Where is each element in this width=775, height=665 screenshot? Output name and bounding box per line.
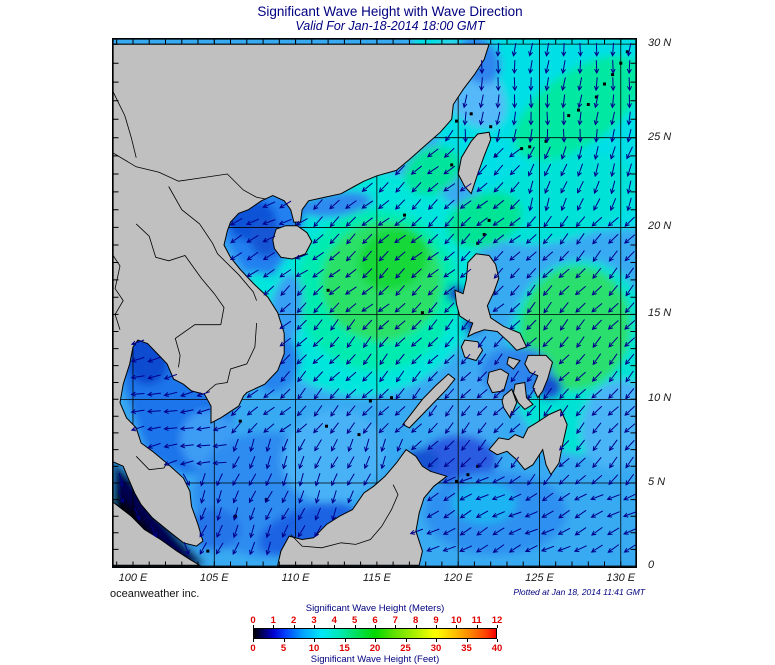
lat-label: 20 N [648,220,672,233]
lat-label: 15 N [648,307,672,320]
legend-feet-value: 5 [280,643,287,654]
lat-label: 30 N [648,37,672,50]
legend-meter-value: 11 [471,615,482,626]
legend-title-feet: Significant Wave Height (Feet) [310,654,440,665]
legend-feet-value: 10 [308,643,320,654]
legend-meter-value: 0 [250,615,256,626]
lat-label: 5 N [648,475,666,488]
lon-label: 110 E [281,572,310,584]
legend-feet-value: 35 [461,643,472,654]
legend-meter-value: 3 [311,615,317,626]
legend-feet-value: 30 [430,643,442,654]
legend-meter-value: 12 [491,615,503,626]
lat-label: 0 [648,559,655,571]
legend-meter-value: 6 [372,615,378,626]
legend-meter-value: 1 [270,615,276,626]
legend-meter-value: 5 [352,615,358,626]
credit-text: oceanweather inc. [110,588,200,600]
legend-title-meters: Significant Wave Height (Meters) [305,603,445,614]
legend-feet-value: 15 [339,643,350,654]
legend-feet-value: 0 [250,643,256,654]
legend-feet-value: 40 [491,643,503,654]
lat-label: 10 N [648,392,672,405]
legend-meters-scale: 0 1 2 3 4 5 6 7 8 9 10 11 12 [250,615,502,626]
chart-subtitle: Valid For Jan-18-2014 18:00 GMT [295,19,485,33]
plotted-timestamp: Plotted at Jan 18, 2014 11:41 GMT [513,587,645,597]
legend-feet-value: 20 [369,643,381,654]
chart-title: Significant Wave Height with Wave Direct… [257,4,523,19]
lon-label: 100 E [118,572,148,584]
map-canvas [112,38,637,568]
legend-colorbar [253,628,497,639]
legend-meter-value: 9 [433,615,439,626]
lat-label: 25 N [648,130,672,143]
legend-meters-tickmarks [253,625,498,628]
lon-label: 130 E [606,572,636,584]
legend-meter-value: 7 [392,615,398,626]
lon-label: 120 E [443,572,473,584]
legend-meter-value: 4 [331,615,337,626]
legend-meter-value: 8 [413,615,419,626]
lon-label: 115 E [362,572,391,584]
legend-meter-value: 2 [291,615,297,626]
legend-feet-tickmarks [253,639,498,642]
legend-feet-scale: 0 5 10 15 20 25 30 35 40 [250,643,502,654]
lon-label: 125 E [525,572,554,584]
legend-meter-value: 10 [451,615,462,626]
lon-label: 105 E [199,572,229,584]
legend-feet-value: 25 [400,643,411,654]
